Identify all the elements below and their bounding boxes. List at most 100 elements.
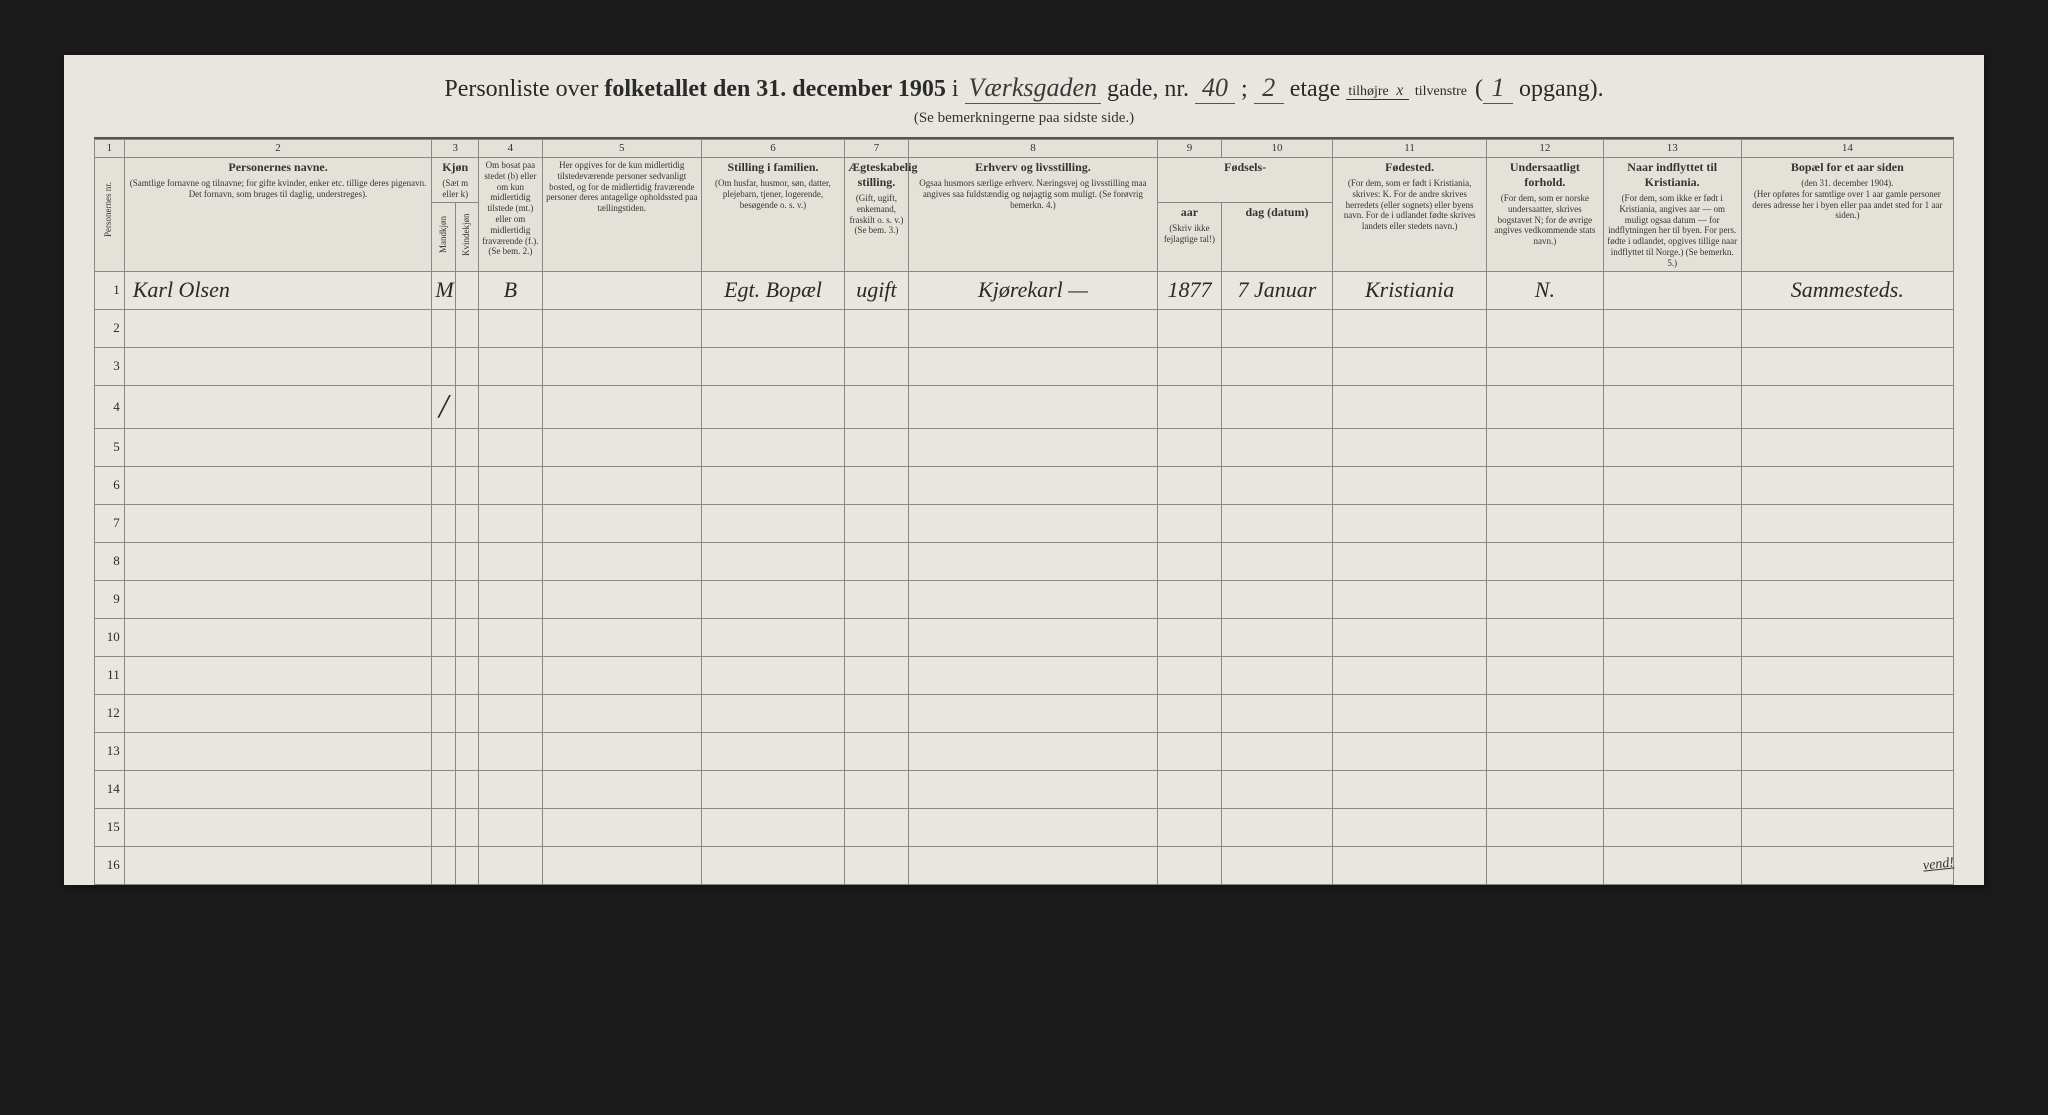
cell-occupation	[908, 618, 1157, 656]
table-row: 6	[95, 466, 1954, 504]
cell-family	[701, 694, 844, 732]
cell-prev-address	[1741, 808, 1953, 846]
cell-family	[701, 309, 844, 347]
cell-birth-day	[1221, 694, 1332, 732]
cell-occupation: Kjørekarl —	[908, 271, 1157, 309]
cell-birth-year	[1158, 694, 1222, 732]
cell-temp	[542, 466, 701, 504]
cell-temp	[542, 385, 701, 428]
cell-occupation	[908, 808, 1157, 846]
cell-sex-m: /	[432, 385, 455, 428]
cell-bosat	[479, 466, 543, 504]
cell-birthplace	[1333, 580, 1487, 618]
cell-temp	[542, 846, 701, 884]
cell-family	[701, 846, 844, 884]
cell-name	[124, 347, 432, 385]
cell-citizenship: N.	[1487, 271, 1604, 309]
cell-sex-m	[432, 846, 455, 884]
cell-name	[124, 309, 432, 347]
cell-prev-address	[1741, 542, 1953, 580]
cell-moved	[1603, 694, 1741, 732]
table-header: 1 2 3 4 5 6 7 8 9 10 11 12 13 14 Persone…	[95, 140, 1954, 272]
cell-marital	[845, 504, 909, 542]
colnum-11: 11	[1333, 140, 1487, 158]
cell-bosat: B	[479, 271, 543, 309]
cell-marital	[845, 385, 909, 428]
cell-bosat	[479, 385, 543, 428]
table-row: 1Karl OlsenMBEgt. BopælugiftKjørekarl —1…	[95, 271, 1954, 309]
cell-citizenship	[1487, 542, 1604, 580]
header-person-nr: Personernes nr.	[95, 158, 125, 272]
cell-citizenship	[1487, 770, 1604, 808]
cell-bosat	[479, 694, 543, 732]
cell-prev-address	[1741, 656, 1953, 694]
colnum-12: 12	[1487, 140, 1604, 158]
cell-family	[701, 504, 844, 542]
table-row: 2	[95, 309, 1954, 347]
cell-temp	[542, 770, 701, 808]
cell-birthplace	[1333, 618, 1487, 656]
row-number: 12	[95, 694, 125, 732]
cell-family	[701, 428, 844, 466]
cell-occupation	[908, 466, 1157, 504]
cell-birthplace	[1333, 808, 1487, 846]
cell-marital	[845, 694, 909, 732]
cell-family	[701, 618, 844, 656]
header-prev-address: Bopæl for et aar siden (den 31. december…	[1741, 158, 1953, 272]
cell-sex-m	[432, 580, 455, 618]
cell-sex-m	[432, 428, 455, 466]
cell-moved	[1603, 656, 1741, 694]
cell-birth-day: 7 Januar	[1221, 271, 1332, 309]
table-row: 8	[95, 542, 1954, 580]
cell-birth-day	[1221, 732, 1332, 770]
cell-citizenship	[1487, 808, 1604, 846]
cell-temp	[542, 808, 701, 846]
cell-temp	[542, 656, 701, 694]
cell-occupation	[908, 385, 1157, 428]
header-bosat: Om bosat paa stedet (b) eller om kun mid…	[479, 158, 543, 272]
row-number: 3	[95, 347, 125, 385]
cell-occupation	[908, 694, 1157, 732]
header-birth-year: aar (Skriv ikke fejlagtige tal!)	[1158, 202, 1222, 271]
cell-family	[701, 542, 844, 580]
cell-bosat	[479, 846, 543, 884]
table-row: 13	[95, 732, 1954, 770]
title-gade: gade, nr.	[1107, 76, 1189, 102]
cell-marital	[845, 542, 909, 580]
cell-moved	[1603, 504, 1741, 542]
header-names: Personernes navne. (Samtlige fornavne og…	[124, 158, 432, 272]
cell-birth-year	[1158, 580, 1222, 618]
row-number: 8	[95, 542, 125, 580]
cell-birth-year	[1158, 347, 1222, 385]
cell-moved	[1603, 347, 1741, 385]
cell-occupation	[908, 504, 1157, 542]
cell-birth-day	[1221, 656, 1332, 694]
cell-sex-m	[432, 504, 455, 542]
cell-prev-address	[1741, 466, 1953, 504]
cell-birth-day	[1221, 846, 1332, 884]
etage-written: 2	[1254, 73, 1284, 104]
cell-name	[124, 732, 432, 770]
cell-moved	[1603, 309, 1741, 347]
cell-sex-k	[455, 466, 478, 504]
cell-family	[701, 656, 844, 694]
cell-birthplace	[1333, 347, 1487, 385]
cell-citizenship	[1487, 347, 1604, 385]
cell-marital	[845, 770, 909, 808]
cell-family	[701, 580, 844, 618]
cell-sex-k	[455, 618, 478, 656]
cell-occupation	[908, 428, 1157, 466]
row-number: 11	[95, 656, 125, 694]
row-number: 7	[95, 504, 125, 542]
cell-sex-m: M	[432, 271, 455, 309]
cell-temp	[542, 618, 701, 656]
cell-sex-m	[432, 466, 455, 504]
cell-birthplace	[1333, 770, 1487, 808]
street-name-written: Værksgaden	[965, 73, 1102, 104]
cell-birth-year	[1158, 428, 1222, 466]
cell-family	[701, 770, 844, 808]
cell-occupation	[908, 580, 1157, 618]
cell-birth-year	[1158, 385, 1222, 428]
cell-birthplace	[1333, 846, 1487, 884]
row-number: 14	[95, 770, 125, 808]
